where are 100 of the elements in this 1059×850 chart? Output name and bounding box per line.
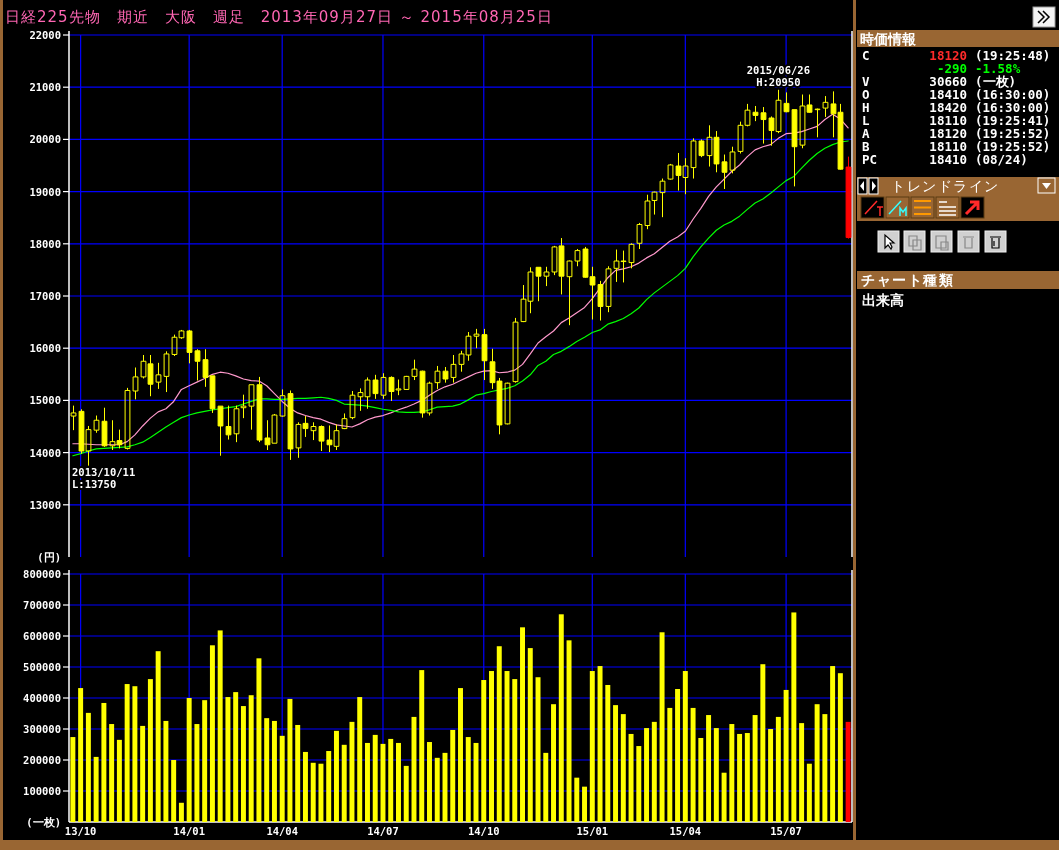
bar: [403, 765, 409, 822]
bar: [535, 677, 541, 822]
bar: [582, 786, 588, 822]
text: C: [862, 47, 870, 63]
bar: [551, 704, 557, 822]
text: L: [862, 112, 870, 128]
y-tick-label: 600000: [23, 630, 61, 642]
bar: [760, 664, 766, 822]
bar: [512, 679, 518, 822]
y-tick-label: 400000: [23, 692, 61, 704]
bar: [271, 720, 277, 822]
bar: [698, 737, 704, 822]
bar: [465, 737, 471, 822]
bar: [155, 651, 161, 822]
bar: [233, 692, 239, 822]
text: 18410: [929, 151, 967, 167]
bar: [279, 735, 285, 822]
bar: [333, 730, 339, 822]
x-tick-label: 14/01: [173, 825, 205, 837]
text: 18410: [929, 86, 967, 102]
bar: [85, 712, 91, 822]
chart-title: 日経225先物 期近 大阪 週足 2013年09月27日 ～ 2015年08月25日: [5, 8, 553, 26]
bar: [202, 700, 208, 822]
text: O: [862, 86, 870, 102]
text: 18120: [929, 47, 967, 63]
y-tick-label: 800000: [23, 568, 61, 580]
candlestick: [341, 412, 348, 430]
bar: [264, 718, 270, 822]
bar: [70, 737, 76, 822]
bar: [132, 686, 138, 822]
y-tick-label: 17000: [29, 290, 61, 302]
text: 18120: [929, 125, 967, 141]
bar: [364, 742, 370, 822]
bar: [225, 697, 231, 822]
bar: [357, 697, 363, 822]
bar: [194, 724, 200, 822]
y-axis-title: (一枚): [26, 816, 61, 828]
bar: [837, 673, 843, 822]
bar: [574, 777, 580, 822]
bar: [713, 728, 719, 822]
text: V: [862, 73, 870, 89]
bar: [775, 716, 781, 822]
y-tick-label: 16000: [29, 342, 61, 355]
bar: [814, 704, 820, 822]
bar: [140, 725, 146, 822]
bar: [349, 721, 355, 822]
bar: [636, 746, 642, 822]
bar: [737, 733, 743, 822]
y-tick-label: 700000: [23, 599, 61, 611]
bar: [628, 733, 634, 822]
bar: [109, 724, 115, 822]
y-tick-label: 200000: [23, 754, 61, 766]
bar: [527, 648, 533, 822]
x-tick-label: 13/10: [64, 825, 97, 837]
bar: [372, 734, 378, 822]
bar: [845, 721, 851, 822]
text: チャート種類: [861, 272, 954, 288]
text: トレンドライン: [891, 178, 1000, 194]
text: 時価情報: [860, 30, 917, 47]
y-tick-label: 19000: [29, 185, 61, 198]
bar: [116, 739, 122, 822]
bar: [419, 670, 425, 822]
bar: [481, 680, 487, 822]
bar: [256, 658, 262, 822]
y-tick-label: 21000: [29, 81, 61, 94]
y-tick-label: 22000: [29, 29, 61, 41]
bar: [783, 689, 789, 822]
bar: [310, 762, 316, 822]
bar: [171, 760, 177, 822]
bar: [597, 666, 603, 822]
bar: [124, 684, 130, 822]
text: (一枚): [975, 73, 1017, 89]
bar: [566, 640, 572, 822]
bar: [217, 630, 223, 822]
bar: [744, 733, 750, 822]
bar: [178, 802, 184, 822]
y-axis-title: (円): [37, 551, 61, 563]
x-tick-label: 14/04: [266, 825, 298, 837]
bar: [799, 723, 805, 822]
bar: [326, 751, 332, 822]
bar: [706, 715, 712, 822]
bar: [768, 729, 774, 822]
text: 出来高: [862, 292, 904, 308]
x-tick-label: 14/07: [367, 825, 399, 837]
bar: [489, 671, 494, 822]
candlestick: [845, 156, 852, 240]
y-tick-label: 18000: [29, 237, 61, 250]
y-tick-label: 15000: [29, 394, 61, 407]
bar: [209, 645, 215, 822]
bar: [620, 714, 626, 822]
text: A: [862, 125, 870, 141]
bar: [667, 707, 673, 822]
bar: [341, 744, 347, 822]
x-tick-label: 15/07: [770, 825, 802, 837]
bar: [388, 738, 394, 822]
text: (19:25:48): [975, 47, 1051, 63]
bar: [806, 763, 812, 822]
bar: [690, 707, 696, 822]
bar: [520, 627, 525, 822]
text: 30660: [929, 73, 967, 89]
